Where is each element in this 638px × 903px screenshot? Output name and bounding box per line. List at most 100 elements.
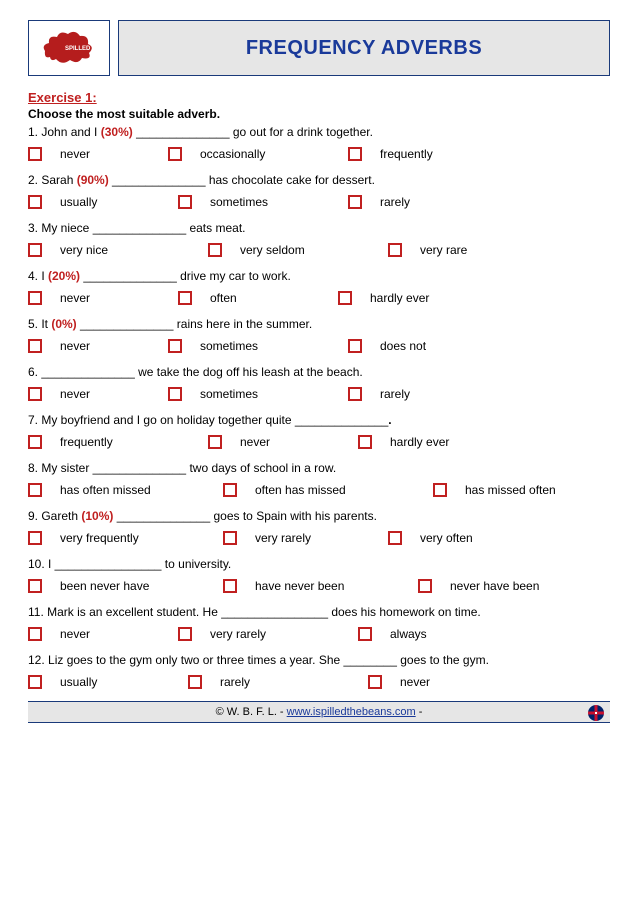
options-row: been never have have never been never have…	[28, 579, 610, 593]
option-label: usually	[60, 195, 97, 209]
checkbox[interactable]	[28, 147, 42, 161]
checkbox[interactable]	[28, 387, 42, 401]
checkbox[interactable]	[348, 339, 362, 353]
option: has often missed	[28, 483, 223, 497]
checkbox[interactable]	[223, 579, 237, 593]
svg-text:SPILLED: SPILLED	[65, 46, 91, 52]
option: been never have	[28, 579, 223, 593]
option: usually	[28, 675, 188, 689]
option: never	[28, 291, 178, 305]
checkbox[interactable]	[28, 675, 42, 689]
option-label: never	[60, 339, 90, 353]
checkbox[interactable]	[178, 195, 192, 209]
checkbox[interactable]	[338, 291, 352, 305]
footer-link[interactable]: www.ispilledthebeans.com	[287, 706, 416, 718]
option-label: never	[60, 147, 90, 161]
footer-copyright: © W. B. F. L. -	[216, 706, 287, 718]
checkbox[interactable]	[348, 387, 362, 401]
option-label: has missed often	[465, 483, 556, 497]
question-text: 9. Gareth (10%) ______________ goes to S…	[28, 509, 610, 523]
option-label: rarely	[380, 387, 410, 401]
checkbox[interactable]	[28, 339, 42, 353]
options-row: very frequentlyvery rarelyvery often	[28, 531, 610, 545]
checkbox[interactable]	[388, 243, 402, 257]
footer: © W. B. F. L. - www.ispilledthebeans.com…	[28, 701, 610, 723]
option-label: frequently	[380, 147, 433, 161]
option-label: very often	[420, 531, 473, 545]
question-block: 9. Gareth (10%) ______________ goes to S…	[28, 509, 610, 545]
checkbox[interactable]	[348, 195, 362, 209]
checkbox[interactable]	[168, 387, 182, 401]
checkbox[interactable]	[28, 483, 42, 497]
checkbox[interactable]	[418, 579, 432, 593]
checkbox[interactable]	[358, 627, 372, 641]
checkbox[interactable]	[178, 627, 192, 641]
checkbox[interactable]	[223, 531, 237, 545]
question-block: 4. I (20%) ______________ drive my car t…	[28, 269, 610, 305]
option-label: very nice	[60, 243, 108, 257]
checkbox[interactable]	[358, 435, 372, 449]
option: never have been	[418, 579, 588, 593]
checkbox[interactable]	[368, 675, 382, 689]
checkbox[interactable]	[388, 531, 402, 545]
option: very rarely	[178, 627, 358, 641]
logo-box: SPILLED	[28, 20, 110, 76]
option: never	[28, 627, 178, 641]
checkbox[interactable]	[348, 147, 362, 161]
option: rarely	[188, 675, 368, 689]
option-label: sometimes	[200, 387, 258, 401]
question-text: 7. My boyfriend and I go on holiday toge…	[28, 413, 610, 427]
checkbox[interactable]	[28, 531, 42, 545]
checkbox[interactable]	[168, 147, 182, 161]
questions-list: 1. John and I (30%) ______________ go ou…	[28, 125, 610, 689]
option: frequently	[28, 435, 208, 449]
checkbox[interactable]	[168, 339, 182, 353]
question-text: 10. I ________________ to university.	[28, 557, 610, 571]
checkbox[interactable]	[28, 579, 42, 593]
option-label: sometimes	[210, 195, 268, 209]
checkbox[interactable]	[178, 291, 192, 305]
checkbox[interactable]	[28, 435, 42, 449]
option-label: has often missed	[60, 483, 151, 497]
checkbox[interactable]	[188, 675, 202, 689]
option: very often	[388, 531, 538, 545]
checkbox[interactable]	[28, 195, 42, 209]
option-label: never have been	[450, 579, 539, 593]
checkbox[interactable]	[28, 291, 42, 305]
option-label: never	[400, 675, 430, 689]
exercise-instruction: Choose the most suitable adverb.	[28, 107, 610, 121]
option: frequently	[348, 147, 508, 161]
question-text: 1. John and I (30%) ______________ go ou…	[28, 125, 610, 139]
option: sometimes	[168, 387, 348, 401]
option-label: been never have	[60, 579, 149, 593]
option: rarely	[348, 387, 498, 401]
option-label: have never been	[255, 579, 344, 593]
option: hardly ever	[358, 435, 538, 449]
option: does not	[348, 339, 498, 353]
option: very nice	[28, 243, 208, 257]
title-box: FREQUENCY ADVERBS	[118, 20, 610, 76]
logo-icon: SPILLED	[42, 29, 96, 67]
exercise-header: Exercise 1: Choose the most suitable adv…	[28, 90, 610, 121]
checkbox[interactable]	[223, 483, 237, 497]
footer-suffix: -	[416, 706, 423, 718]
checkbox[interactable]	[208, 435, 222, 449]
checkbox[interactable]	[208, 243, 222, 257]
question-block: 5. It (0%) ______________ rains here in …	[28, 317, 610, 353]
option: very seldom	[208, 243, 388, 257]
question-text: 11. Mark is an excellent student. He ___…	[28, 605, 610, 619]
question-text: 6. ______________ we take the dog off hi…	[28, 365, 610, 379]
option: never	[28, 387, 168, 401]
option: occasionally	[168, 147, 348, 161]
checkbox[interactable]	[28, 627, 42, 641]
question-text: 5. It (0%) ______________ rains here in …	[28, 317, 610, 331]
option-label: rarely	[220, 675, 250, 689]
option: has missed often	[433, 483, 603, 497]
option-label: very seldom	[240, 243, 305, 257]
option-label: very rarely	[255, 531, 311, 545]
option-label: often	[210, 291, 237, 305]
checkbox[interactable]	[433, 483, 447, 497]
option-label: never	[60, 627, 90, 641]
checkbox[interactable]	[28, 243, 42, 257]
question-block: 3. My niece ______________ eats meat.ver…	[28, 221, 610, 257]
